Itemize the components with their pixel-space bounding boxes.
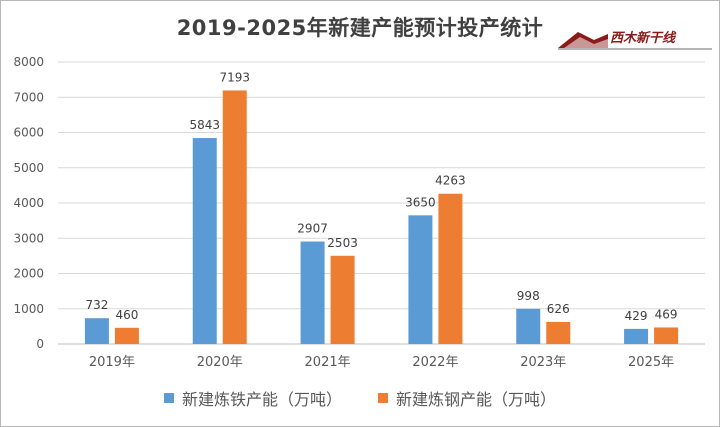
brand-logo: 西木新干线 <box>556 24 714 52</box>
x-tick-label: 2019年 <box>89 355 135 370</box>
bar-ironmaking <box>192 138 217 344</box>
y-tick-label: 4000 <box>13 196 44 210</box>
bar-ironmaking <box>408 215 433 344</box>
bar-ironmaking <box>300 241 325 344</box>
x-tick-label: 2025年 <box>628 355 674 370</box>
data-label: 5843 <box>189 118 220 132</box>
logo-icon <box>558 32 712 50</box>
y-tick-label: 2000 <box>13 267 44 281</box>
data-label: 4263 <box>435 174 466 188</box>
logo-text: 西木新干线 <box>610 31 676 46</box>
legend-swatch-steelmaking <box>378 393 388 403</box>
bar-ironmaking <box>516 308 541 344</box>
data-label: 7193 <box>219 70 250 84</box>
bar-ironmaking <box>84 318 109 344</box>
bar-steelmaking <box>330 255 355 344</box>
data-label: 732 <box>85 298 108 312</box>
legend-item-ironmaking: 新建炼铁产能（万吨） <box>163 386 342 410</box>
data-label: 998 <box>517 289 540 303</box>
y-tick-label: 0 <box>36 337 44 351</box>
data-label: 626 <box>547 302 570 316</box>
y-tick-label: 8000 <box>13 55 44 69</box>
x-tick-label: 2023年 <box>520 355 566 370</box>
y-tick-label: 1000 <box>13 302 44 316</box>
data-label: 460 <box>115 308 138 322</box>
data-label: 2907 <box>297 222 328 236</box>
data-label: 429 <box>625 309 648 323</box>
bar-steelmaking <box>114 327 139 344</box>
chart-title: 2019-2025年新建产能预计投产统计 <box>176 16 544 40</box>
x-tick-label: 2021年 <box>305 355 351 370</box>
data-label: 2503 <box>327 236 358 250</box>
data-label: 469 <box>655 307 678 321</box>
y-tick-label: 5000 <box>13 161 44 175</box>
legend-swatch-ironmaking <box>163 393 174 403</box>
legend: 新建炼铁产能（万吨） 新建炼钢产能（万吨） <box>0 386 720 410</box>
y-tick-label: 7000 <box>13 90 44 104</box>
bar-chart: 0 1000 2000 3000 4000 5000 6000 7000 8000 732 460 2… <box>13 55 705 370</box>
y-tick-label: 3000 <box>13 231 44 245</box>
bar-steelmaking <box>546 321 571 344</box>
bar-steelmaking <box>438 193 463 344</box>
legend-label-ironmaking: 新建炼铁产能（万吨） <box>181 390 342 409</box>
legend-label-steelmaking: 新建炼钢产能（万吨） <box>396 390 557 409</box>
y-tick-label: 6000 <box>13 126 44 140</box>
x-tick-label: 2022年 <box>412 355 458 370</box>
legend-item-steelmaking: 新建炼钢产能（万吨） <box>378 386 556 410</box>
bar-steelmaking <box>222 90 247 344</box>
data-label: 3650 <box>405 195 436 209</box>
x-tick-label: 2020年 <box>197 355 243 370</box>
bar-ironmaking <box>624 328 649 344</box>
bar-steelmaking <box>654 327 679 344</box>
